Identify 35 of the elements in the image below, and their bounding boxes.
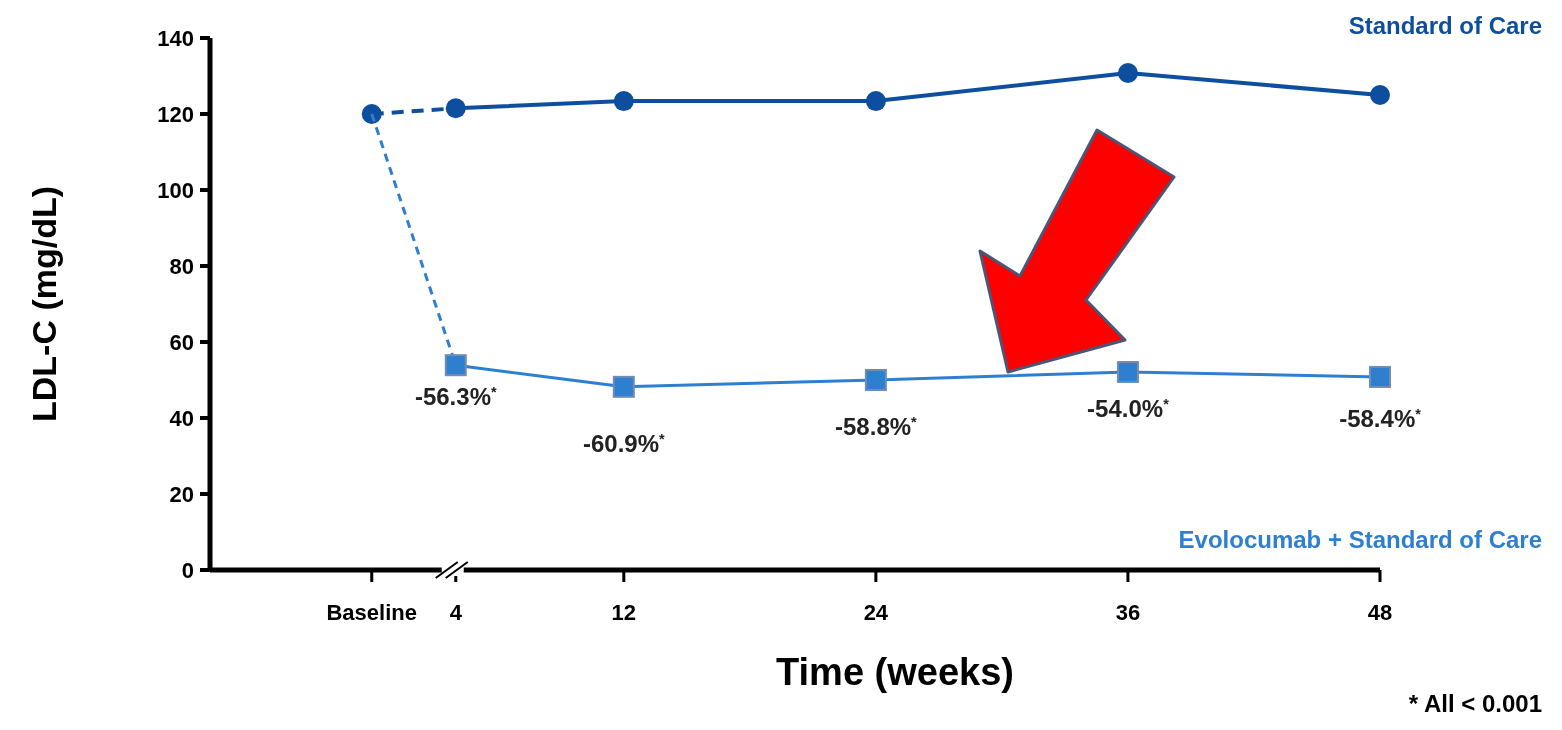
annotation: -58.4%$^{*}$ [1339, 404, 1422, 432]
y-tick-label: 60 [169, 329, 194, 355]
point [1116, 361, 1139, 384]
point [361, 104, 382, 124]
x-axis-title: Time (weeks) [776, 651, 1014, 693]
annotation: -60.9%$^{*}$ [582, 429, 666, 457]
text: * All < 0.001 [1408, 690, 1542, 717]
x-tick-label: 12 [611, 600, 637, 625]
annotation: -56.3%$^{*}$ [414, 383, 497, 411]
x-tick-label: 24 [863, 600, 889, 625]
y-tick-label: 0 [181, 557, 194, 583]
y-tick-label: 120 [157, 101, 194, 127]
annotation: -54.0%$^{*}$ [1087, 395, 1170, 423]
y-tick-label: 140 [157, 25, 194, 51]
point [865, 91, 886, 112]
point [612, 375, 635, 398]
point [445, 98, 466, 119]
y-tick-label: 20 [169, 481, 194, 507]
point [1369, 365, 1391, 388]
point [1370, 85, 1390, 105]
x-tick-label: 36 [1115, 600, 1141, 625]
y-tick-label: 40 [169, 405, 194, 431]
point [864, 369, 887, 391]
text: Evolocumab + Standard of Care [1178, 526, 1542, 553]
x-tick-label: Baseline [326, 600, 417, 625]
text: Standard of Care [1348, 12, 1542, 39]
point [444, 354, 467, 377]
x-tick-label: 4 [449, 600, 463, 625]
point [613, 91, 634, 112]
x-tick-label: 48 [1367, 600, 1393, 625]
annotation: -58.8%$^{*}$ [835, 413, 918, 440]
y-tick-label: 80 [169, 253, 194, 279]
y-tick-label: 100 [157, 177, 194, 203]
y-axis-title: LDL-C (mg/dL) [25, 185, 63, 423]
point [1117, 62, 1138, 83]
